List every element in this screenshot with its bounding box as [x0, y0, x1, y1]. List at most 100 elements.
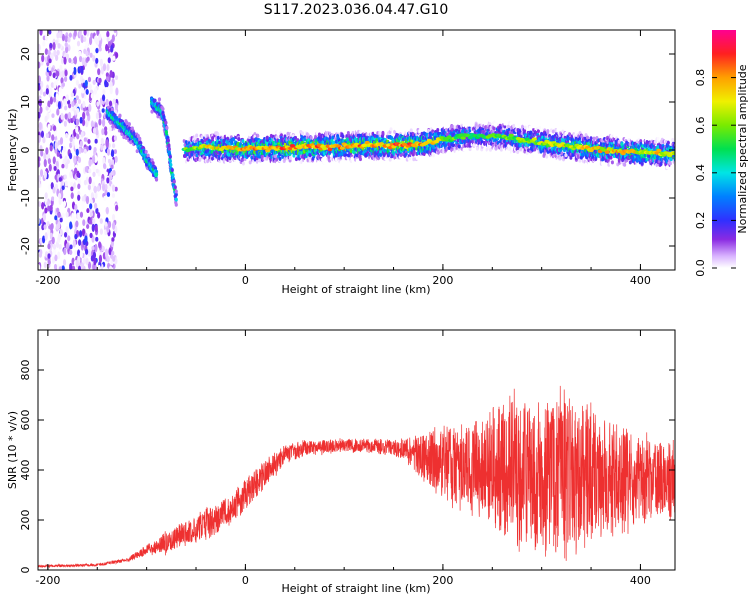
noise-mark [86, 208, 90, 214]
noise-mark [51, 236, 55, 245]
noise-mark [39, 106, 43, 114]
ridge-mark [523, 125, 527, 130]
noise-mark [80, 34, 84, 44]
ridge-mark [609, 155, 613, 160]
noise-mark [43, 152, 47, 161]
noise-mark [74, 250, 78, 256]
noise-mark [46, 221, 50, 227]
noise-mark [80, 65, 84, 74]
noise-mark [88, 83, 92, 90]
noise-mark [89, 232, 93, 239]
noise-mark [47, 205, 51, 212]
ridge-mark [584, 162, 588, 167]
noise-mark [101, 30, 105, 33]
noise-mark [99, 218, 103, 224]
noise-mark [55, 54, 59, 61]
noise-mark [55, 160, 59, 167]
noise-mark [56, 108, 60, 116]
noise-mark [80, 131, 84, 138]
ridge-mark [309, 135, 313, 140]
noise-mark [68, 57, 72, 63]
noise-mark [84, 253, 88, 259]
noise-mark [57, 251, 61, 260]
noise-mark [85, 257, 89, 266]
ridge-mark [492, 126, 496, 131]
noise-mark [52, 247, 57, 255]
ridge-mark [301, 131, 305, 136]
noise-mark [89, 52, 93, 58]
noise-mark [94, 243, 98, 253]
noise-mark [75, 220, 79, 228]
ridge-mark [292, 129, 296, 134]
noise-mark [115, 204, 119, 212]
noise-mark [76, 170, 80, 178]
noise-mark [92, 79, 96, 85]
ridge-mark [310, 161, 314, 166]
noise-mark [92, 164, 96, 172]
noise-mark [84, 248, 89, 255]
ridge-mark [604, 167, 608, 172]
noise-mark [65, 94, 69, 102]
noise-mark [60, 180, 64, 186]
ridge-mark [240, 127, 244, 132]
ridge-mark [185, 133, 189, 138]
noise-mark [71, 265, 76, 270]
ridge-mark [622, 166, 626, 171]
noise-mark [107, 158, 112, 164]
noise-mark [98, 77, 102, 84]
noise-mark [38, 180, 41, 188]
ridge-mark [556, 162, 560, 167]
ridge-mark [398, 159, 402, 164]
noise-mark [64, 180, 68, 187]
noise-mark [83, 148, 87, 154]
noise-mark [51, 256, 56, 264]
noise-mark [106, 30, 110, 38]
ridge-mark [342, 163, 346, 168]
noise-mark [75, 79, 79, 86]
ridge-mark [448, 152, 452, 157]
noise-mark [69, 249, 73, 255]
ridge-mark [283, 142, 287, 147]
ridge-mark [468, 121, 472, 126]
ridge-mark [381, 130, 385, 135]
ridge-mark [436, 128, 440, 133]
noise-mark [114, 186, 118, 192]
noise-mark [95, 93, 99, 99]
ridge-mark [509, 117, 513, 122]
noise-mark [39, 87, 43, 96]
noise-mark [104, 221, 108, 227]
noise-mark [53, 129, 57, 138]
noise-mark [44, 251, 49, 258]
noise-mark [100, 137, 104, 146]
ridge-mark [200, 135, 204, 140]
ridge-mark [211, 156, 215, 161]
noise-mark [54, 254, 58, 262]
noise-mark [78, 147, 82, 154]
chart-title: S117.2023.036.04.47.G10 [264, 2, 449, 18]
ridge-mark [402, 123, 406, 128]
ridge-mark [230, 141, 234, 146]
noise-mark [76, 40, 81, 47]
noise-mark [47, 123, 51, 131]
ridge-mark [227, 130, 231, 135]
ridge-mark [433, 120, 437, 125]
noise-mark [97, 212, 101, 219]
noise-mark [47, 243, 51, 250]
noise-mark [55, 40, 59, 45]
ridge-mark [504, 121, 508, 126]
noise-mark [85, 50, 89, 57]
ridge-mark [457, 120, 461, 125]
ridge-mark [313, 164, 317, 169]
noise-mark [92, 54, 96, 62]
noise-mark [57, 42, 61, 49]
noise-mark [74, 167, 78, 174]
ridge-mark [336, 128, 340, 133]
ridge-mark [550, 123, 554, 128]
noise-mark [95, 47, 99, 54]
noise-mark [94, 224, 98, 233]
noise-mark [74, 233, 78, 240]
ridge-mark [305, 132, 309, 137]
noise-mark [111, 159, 115, 167]
noise-mark [47, 259, 51, 265]
ridge-mark [494, 122, 498, 127]
